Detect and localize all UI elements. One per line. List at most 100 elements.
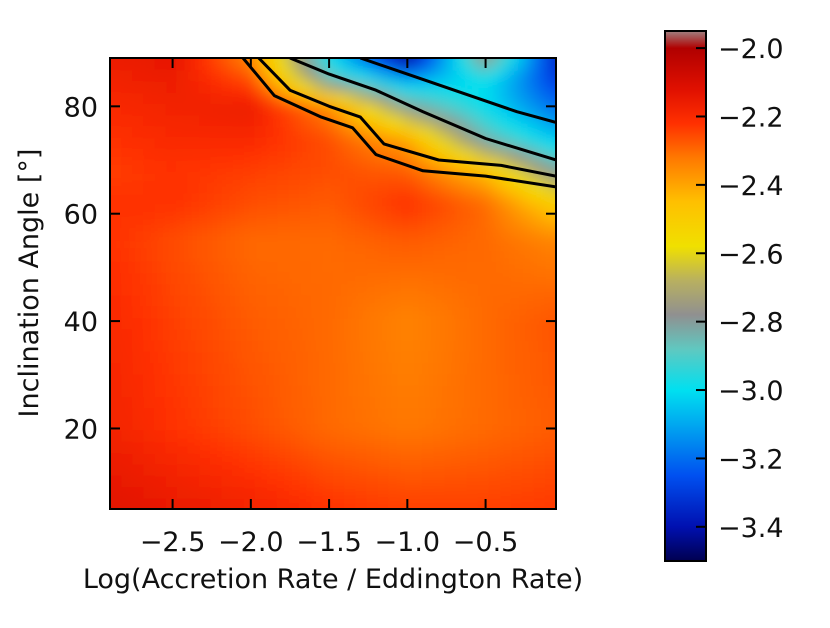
- heatmap-cell: [299, 114, 312, 127]
- heatmap-cell: [422, 362, 435, 375]
- heatmap-cell: [522, 339, 535, 352]
- heatmap-cell: [556, 114, 568, 126]
- heatmap-cell: [544, 306, 556, 319]
- heatmap-cell: [511, 114, 524, 127]
- heatmap-cell: [422, 509, 434, 521]
- heatmap-cell: [188, 114, 200, 127]
- heatmap-cell: [110, 69, 122, 82]
- heatmap-cell: [310, 58, 323, 59]
- heatmap-cell: [121, 283, 134, 296]
- heatmap-cell: [199, 362, 212, 375]
- heatmap-cell: [533, 260, 546, 274]
- heatmap-cell: [310, 159, 323, 172]
- heatmap-cell: [143, 272, 156, 285]
- heatmap-cell: [88, 238, 100, 250]
- heatmap-cell: [321, 362, 334, 375]
- heatmap-cell: [477, 351, 490, 364]
- heatmap-cell: [399, 69, 412, 82]
- heatmap-cell: [411, 475, 423, 488]
- heatmap-cell: [399, 58, 412, 59]
- heatmap-cell: [388, 58, 401, 71]
- heatmap-cell: [210, 159, 223, 172]
- heatmap-cell: [188, 463, 200, 476]
- heatmap-cell: [511, 475, 524, 488]
- heatmap-cell: [455, 339, 468, 352]
- heatmap-cell: [523, 520, 535, 532]
- heatmap-cell: [500, 441, 513, 454]
- heatmap-cell: [121, 114, 134, 127]
- heatmap-cells: [88, 35, 579, 532]
- heatmap-cell: [110, 306, 122, 319]
- heatmap-cell: [567, 205, 579, 217]
- heatmap-cell: [444, 452, 457, 465]
- heatmap-cell: [466, 441, 479, 454]
- heatmap-cell: [299, 418, 312, 431]
- heatmap-cell: [232, 238, 245, 251]
- heatmap-cell: [466, 159, 479, 172]
- heatmap-cell: [556, 205, 568, 217]
- heatmap-cell: [210, 260, 223, 274]
- heatmap-cell: [344, 362, 357, 375]
- heatmap-cell: [199, 294, 212, 307]
- heatmap-cell: [500, 418, 513, 431]
- heatmap-cell: [177, 35, 189, 47]
- heatmap-cell: [266, 407, 279, 420]
- heatmap-cell: [544, 136, 556, 149]
- heatmap-cell: [311, 509, 323, 521]
- heatmap-cell: [165, 136, 178, 149]
- heatmap-cell: [388, 58, 401, 59]
- heatmap-cell: [366, 238, 379, 251]
- heatmap-cell: [567, 126, 579, 138]
- heatmap-cell: [500, 351, 513, 364]
- heatmap-cell: [232, 170, 245, 183]
- heatmap-cell: [132, 430, 145, 443]
- heatmap-cell: [232, 272, 245, 285]
- heatmap-cell: [321, 227, 334, 240]
- heatmap-cell: [411, 430, 423, 443]
- heatmap-cell: [110, 227, 122, 240]
- heatmap-cell: [567, 430, 579, 442]
- heatmap-cell: [199, 486, 212, 499]
- heatmap-cell: [477, 227, 490, 240]
- heatmap-cell: [444, 418, 457, 431]
- heatmap-cell: [244, 35, 256, 47]
- heatmap-cell: [422, 69, 435, 82]
- heatmap-cell: [310, 69, 323, 82]
- heatmap-cell: [210, 452, 223, 465]
- heatmap-cell: [243, 204, 256, 217]
- heatmap-cell: [310, 463, 323, 476]
- heatmap-cell: [533, 452, 546, 465]
- heatmap-cell: [477, 193, 490, 206]
- heatmap-cell: [333, 407, 345, 420]
- heatmap-cell: [288, 351, 301, 364]
- heatmap-cell: [243, 430, 256, 443]
- heatmap-cell: [143, 249, 156, 262]
- heatmap-cell: [366, 396, 379, 409]
- heatmap-cell: [522, 317, 535, 330]
- heatmap-cell: [511, 441, 524, 454]
- heatmap-cell: [310, 384, 323, 398]
- heatmap-cell: [433, 260, 446, 274]
- heatmap-cell: [544, 328, 556, 341]
- heatmap-cell: [88, 148, 100, 160]
- heatmap-cell: [433, 306, 446, 319]
- heatmap-cell: [533, 182, 546, 195]
- heatmap-cell: [199, 238, 212, 251]
- heatmap-cell: [500, 125, 513, 138]
- heatmap-cell: [266, 294, 279, 307]
- heatmap-cell: [422, 396, 435, 409]
- heatmap-cell: [444, 339, 457, 352]
- heatmap-cell: [232, 463, 245, 476]
- heatmap-cell: [333, 215, 345, 228]
- heatmap-cell: [266, 463, 279, 476]
- heatmap-cell: [344, 283, 357, 296]
- heatmap-cell: [399, 238, 412, 251]
- heatmap-cell: [500, 306, 513, 319]
- heatmap-cell: [121, 136, 134, 149]
- heatmap-cell: [500, 69, 513, 82]
- heatmap-cell: [533, 215, 546, 228]
- heatmap-cell: [199, 339, 212, 352]
- heatmap-cell: [556, 317, 568, 329]
- heatmap-cell: [199, 103, 212, 116]
- heatmap-cell: [377, 373, 390, 386]
